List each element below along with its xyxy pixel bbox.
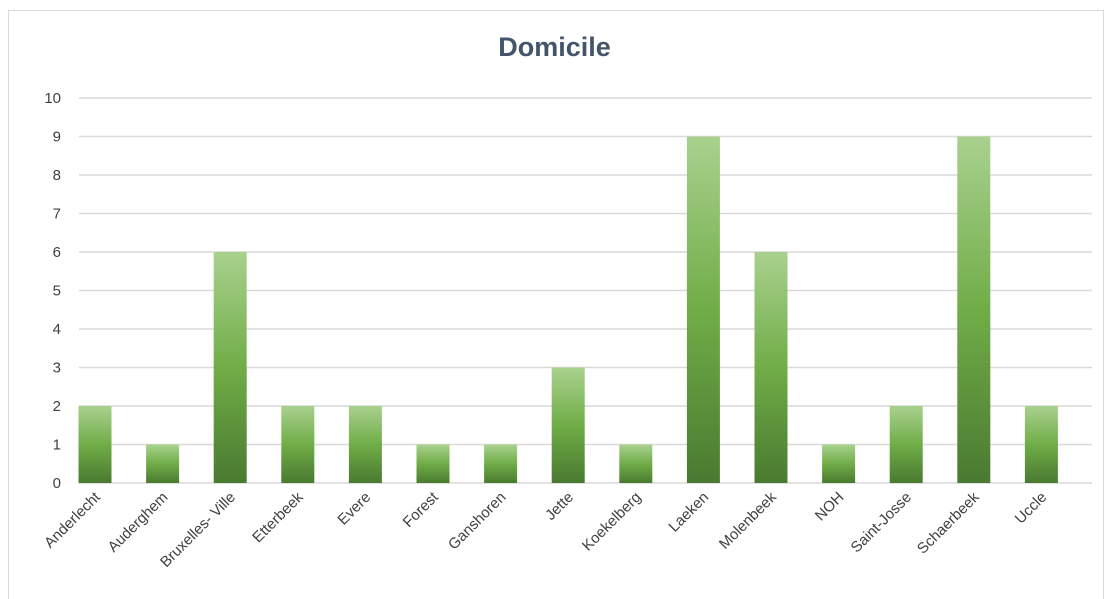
- bar: [957, 136, 991, 483]
- y-tick-label: 8: [53, 167, 61, 184]
- bar: [281, 406, 315, 483]
- x-tick-label: Anderlecht: [41, 488, 104, 551]
- bar: [78, 406, 112, 483]
- bar: [889, 406, 923, 483]
- y-tick-label: 1: [53, 437, 61, 454]
- x-tick-label: Koekelberg: [579, 489, 645, 555]
- y-tick-label: 4: [53, 321, 61, 338]
- gridlines: [79, 97, 1092, 484]
- y-tick-label: 3: [53, 360, 61, 377]
- x-tick-label: Laeken: [665, 489, 712, 536]
- x-tick-label: Schaerbeek: [914, 488, 983, 557]
- y-tick-label: 10: [44, 90, 61, 107]
- x-tick-label: NOH: [812, 489, 848, 525]
- bar: [348, 406, 382, 483]
- bar: [1024, 406, 1058, 483]
- bar: [754, 252, 788, 483]
- chart-title: Domicile: [498, 32, 611, 62]
- x-tick-label: Evere: [334, 489, 374, 529]
- bar: [551, 367, 585, 483]
- bar: [619, 444, 653, 483]
- bar: [484, 444, 518, 483]
- x-tick-label: Uccle: [1012, 489, 1051, 528]
- y-tick-label: 2: [53, 398, 61, 415]
- bar: [416, 444, 450, 483]
- y-tick-label: 0: [53, 475, 61, 492]
- y-tick-label: 6: [53, 244, 61, 261]
- x-tick-label: Etterbeek: [249, 488, 307, 546]
- x-tick-label: Molenbeek: [716, 488, 780, 552]
- x-tick-label: Forest: [400, 488, 443, 531]
- chart-frame: [8, 10, 1104, 599]
- bar: [822, 444, 856, 483]
- bar: [213, 252, 247, 483]
- x-tick-label: Ganshoren: [445, 489, 510, 554]
- bars: [78, 136, 1058, 483]
- y-tick-label: 9: [53, 129, 61, 146]
- x-tick-label: Auderghem: [105, 489, 172, 556]
- bar: [146, 444, 180, 483]
- y-tick-label: 7: [53, 206, 61, 223]
- y-axis: 0 1 2 3 4 5 6 7 8 9 10: [44, 90, 61, 492]
- x-tick-label: Saint-Josse: [848, 489, 915, 556]
- bar: [686, 136, 720, 483]
- x-tick-label: Jette: [542, 489, 577, 524]
- y-tick-label: 5: [53, 283, 61, 300]
